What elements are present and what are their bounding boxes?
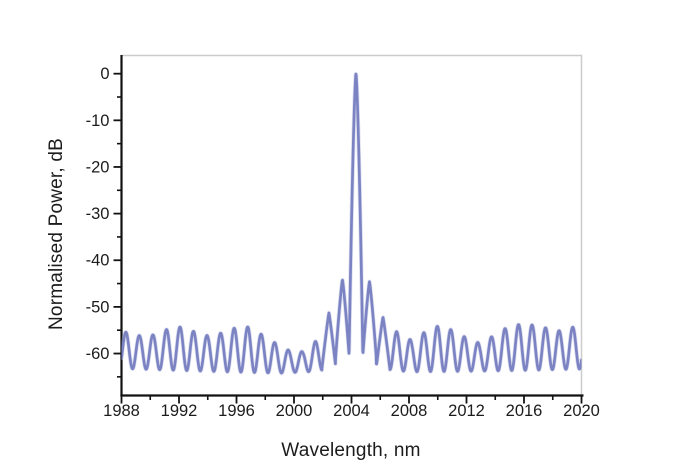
x-tick-label: 2004 bbox=[333, 402, 370, 420]
y-tick-label: -20 bbox=[86, 158, 110, 176]
x-tick-label: 1992 bbox=[161, 402, 198, 420]
x-axis-title: Wavelength, nm bbox=[281, 440, 421, 461]
y-tick-label: -50 bbox=[86, 298, 110, 316]
y-tick-label: 0 bbox=[100, 65, 109, 83]
x-tick-label: 2008 bbox=[391, 402, 428, 420]
y-tick-label: -30 bbox=[86, 205, 110, 223]
x-tick-label: 2020 bbox=[563, 402, 600, 420]
x-tick-label: 1996 bbox=[218, 402, 255, 420]
y-tick-label: -40 bbox=[86, 252, 110, 270]
y-tick-label: -60 bbox=[86, 345, 110, 363]
x-tick-label: 2016 bbox=[506, 402, 543, 420]
x-tick-label: 1988 bbox=[103, 402, 140, 420]
y-tick-label: -10 bbox=[86, 112, 110, 130]
y-axis-title: Normalised Power, dB bbox=[46, 138, 67, 330]
x-tick-label: 2000 bbox=[276, 402, 313, 420]
spectrum-curve bbox=[121, 72, 582, 375]
x-tick-label: 2012 bbox=[448, 402, 485, 420]
